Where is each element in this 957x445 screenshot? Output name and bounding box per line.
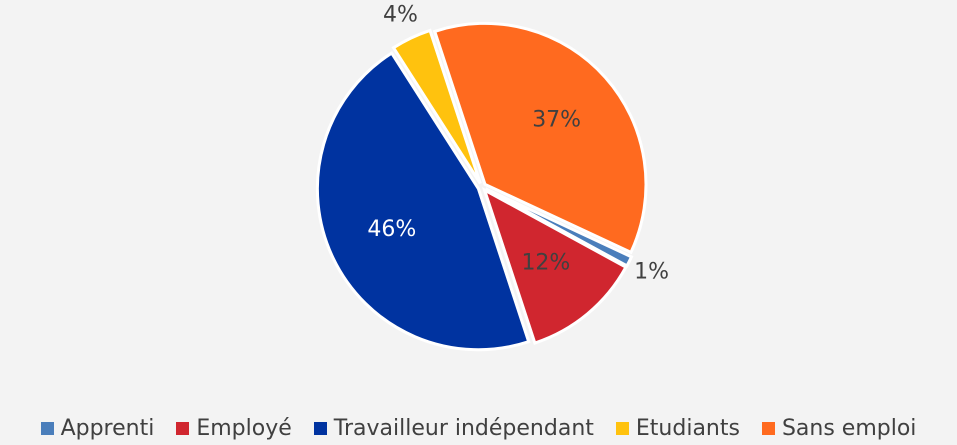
data-label: 37% [532,108,581,133]
legend-swatch [313,422,327,435]
legend-item: Sans emploi [761,416,917,441]
pie-slice [432,21,648,255]
pie-slice [391,28,482,185]
pie-slice [484,187,634,268]
legend-item: Employé [176,416,292,441]
data-label: 4% [383,2,418,27]
pie-chart: 1% 12% 46% 4% 37% [315,2,669,352]
legend-label: Employé [196,416,292,441]
legend-swatch [615,422,629,435]
legend-label: Sans emploi [781,416,917,441]
pie-slice [315,51,531,352]
legend: Apprenti Employé Travailleur indépendant Et… [0,416,957,441]
data-label: 46% [367,217,416,242]
legend-swatch [40,422,54,435]
data-label: 12% [521,251,570,276]
pie-slice [481,186,628,345]
legend-label: Apprenti [60,416,155,441]
legend-swatch [176,422,190,435]
legend-item: Apprenti [40,416,155,441]
legend-swatch [761,422,775,435]
legend-item: Etudiants [615,416,740,441]
data-label: 1% [634,260,669,285]
legend-item: Travailleur indépendant [313,416,594,441]
legend-label: Etudiants [635,416,740,441]
legend-label: Travailleur indépendant [333,416,594,441]
